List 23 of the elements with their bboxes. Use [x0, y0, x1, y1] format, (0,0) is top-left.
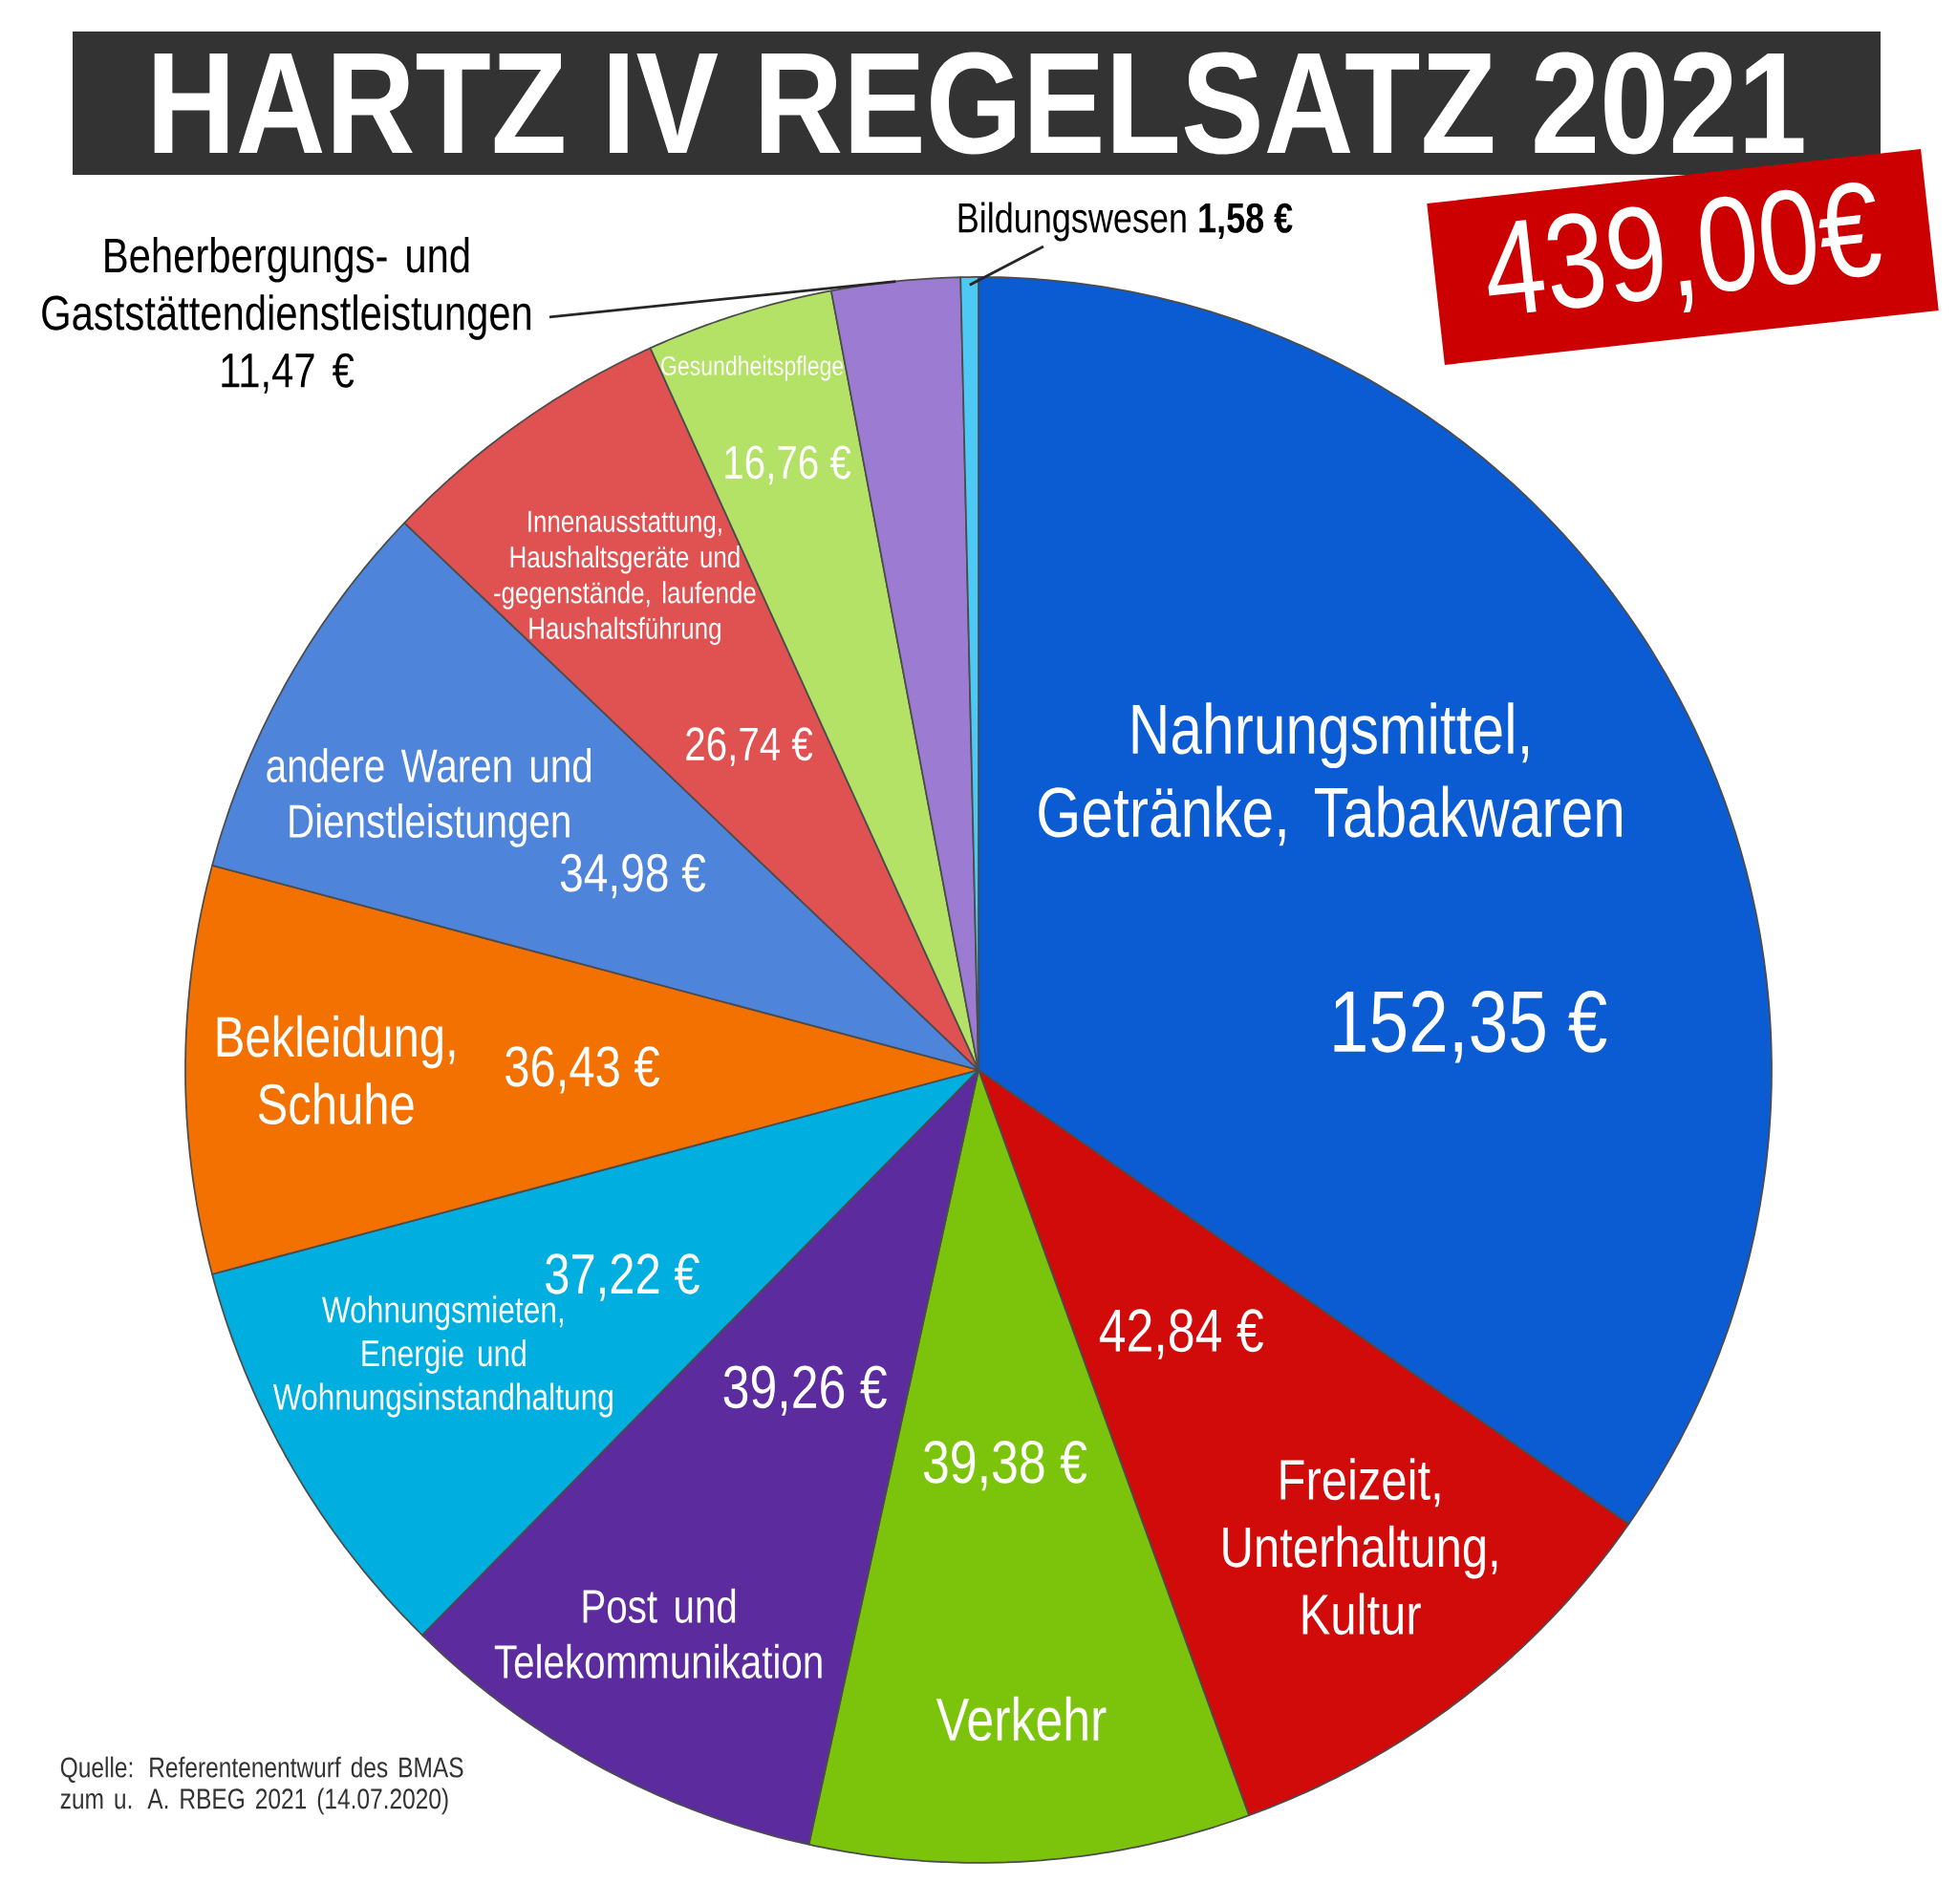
data-label: 36,43 €: [505, 1046, 659, 1094]
slice-label: Beherbergungs- und Gaststättendienstleistungen: [42, 237, 531, 340]
slice-label: andere Waren und Dienstleistungen: [267, 747, 591, 847]
data-label: 39,26 €: [723, 1365, 887, 1416]
data-label: 39,38 €: [923, 1440, 1087, 1491]
data-label: 16,76 €: [725, 445, 851, 485]
source-note: Quelle: Referentenentwurf des BMAS zum u. A. RBEG 2021 (14.07.2020): [60, 1756, 463, 1815]
slice-label: Bekleidung, Schuhe: [217, 1015, 455, 1125]
slice-label: Post und Telekommunikation: [494, 1588, 822, 1679]
data-label: 34,98 €: [560, 853, 706, 899]
data-label: 26,74 €: [686, 727, 813, 767]
data-label: 11,47 €: [222, 353, 355, 394]
data-label: 1,58 €: [1199, 203, 1293, 240]
chart-subtitle: 439,00€: [1488, 182, 1882, 313]
data-label: 42,84 €: [1099, 1309, 1263, 1359]
slice-label: Verkehr: [935, 1696, 1107, 1742]
slice-label: Bildungswesen: [958, 202, 1186, 242]
chart-title: HARTZ IV REGELSATZ 2021: [154, 52, 1804, 155]
data-label: 152,35 €: [1334, 991, 1607, 1063]
slice-label: Freizeit, Unterhaltung, Kultur: [1223, 1458, 1497, 1636]
slice-label: Gesundheitspflege: [661, 355, 844, 381]
slice-label: Innenausstattung, Haushaltsgeräte und -gegenstände, laufende Haushaltsführung: [494, 510, 756, 646]
slice-label: Nahrungsmittel, Getränke, Tabakwaren: [1039, 702, 1622, 846]
